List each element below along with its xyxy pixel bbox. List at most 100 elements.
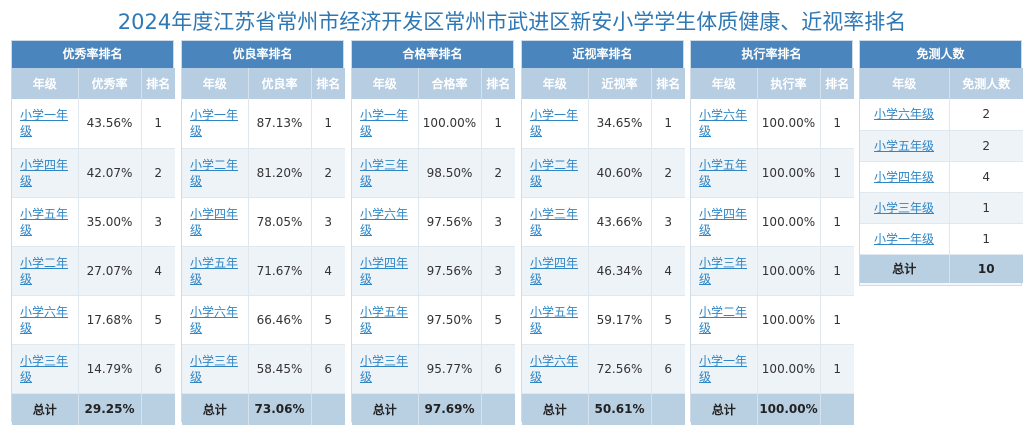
table-row: 小学一年级 100.00% 1 [352,99,515,149]
grade-link[interactable]: 小学四年级 [699,206,748,237]
rank-cell: 2 [481,148,515,198]
grade-link[interactable]: 小学三年级 [360,157,409,188]
grade-link[interactable]: 小学五年级 [530,304,579,335]
col-header-rate: 优良率 [248,68,312,99]
col-header-rank: 排名 [311,68,345,99]
grade-link[interactable]: 小学五年级 [190,255,239,286]
ranking-table: 年级 近视率 排名 小学一年级 34.65% 1 小学二年级 40.60% 2 小学三年… [522,68,685,425]
col-header-grade: 年级 [860,68,950,99]
grade-link[interactable]: 小学一年级 [530,108,579,139]
grade-link[interactable]: 小学三年级 [530,206,579,237]
rank-cell: 4 [311,246,345,296]
rate-cell: 97.56% [418,197,482,247]
grade-link[interactable]: 小学四年级 [530,255,579,286]
table-row: 小学一年级 43.56% 1 [12,99,175,149]
rank-cell: 3 [141,197,175,247]
grade-link[interactable]: 小学三年级 [190,353,239,384]
grade-link[interactable]: 小学三年级 [360,353,409,384]
rate-cell: 71.67% [248,246,312,296]
rank-cell: 1 [651,99,685,149]
col-header-grade: 年级 [182,68,249,99]
rate-cell: 100.00% [757,99,821,149]
rank-cell: 5 [311,295,345,345]
rate-cell: 95.77% [418,344,482,394]
rate-cell: 58.45% [248,344,312,394]
grade-link[interactable]: 小学一年级 [874,231,935,246]
table-row: 小学四年级 78.05% 3 [182,197,345,247]
panel-exempt-count: 免测人数 年级 免测人数 小学六年级 2 小学五年级 2 小学四年级 4 小学三年级 1… [859,40,1023,286]
grade-link[interactable]: 小学二年级 [699,304,748,335]
panel-execution-rate: 执行率排名 年级 执行率 排名 小学六年级 100.00% 1 小学五年级 100.0… [690,40,854,425]
rate-cell: 34.65% [588,99,652,149]
table-row: 小学六年级 100.00% 1 [691,99,854,149]
panel-good-rate: 优良率排名 年级 优良率 排名 小学一年级 87.13% 1 小学二年级 81.20%… [181,40,345,425]
grade-link[interactable]: 小学五年级 [20,206,69,237]
panel-title: 优良率排名 [182,41,343,68]
grade-link[interactable]: 小学二年级 [190,157,239,188]
count-cell: 2 [949,130,1023,162]
rate-cell: 98.50% [418,148,482,198]
grade-link[interactable]: 小学五年级 [360,304,409,335]
grade-link[interactable]: 小学一年级 [20,108,69,139]
col-header-rank: 排名 [651,68,685,99]
rate-cell: 100.00% [757,295,821,345]
grade-link[interactable]: 小学六年级 [530,353,579,384]
total-value: 97.69% [418,393,482,425]
count-cell: 4 [949,161,1023,193]
table-row: 小学五年级 100.00% 1 [691,148,854,198]
grade-link[interactable]: 小学三年级 [699,255,748,286]
rank-cell: 2 [311,148,345,198]
total-rank [141,393,175,425]
rank-cell: 3 [481,197,515,247]
grade-link[interactable]: 小学六年级 [20,304,69,335]
grade-link[interactable]: 小学四年级 [360,255,409,286]
grade-link[interactable]: 小学一年级 [360,108,409,139]
total-value: 10 [949,254,1023,283]
rate-cell: 42.07% [78,148,142,198]
table-row: 小学三年级 100.00% 1 [691,246,854,296]
grade-link[interactable]: 小学一年级 [190,108,239,139]
grade-link[interactable]: 小学六年级 [360,206,409,237]
rank-cell: 2 [651,148,685,198]
grade-link[interactable]: 小学六年级 [874,107,935,122]
panel-title: 免测人数 [860,41,1021,68]
col-header-rate: 合格率 [418,68,482,99]
rate-cell: 100.00% [757,197,821,247]
total-value: 29.25% [78,393,142,425]
rank-cell: 1 [141,99,175,149]
table-row: 小学三年级 43.66% 3 [522,197,685,247]
rate-cell: 35.00% [78,197,142,247]
col-header-rank: 排名 [481,68,515,99]
rate-cell: 78.05% [248,197,312,247]
total-rank [311,393,345,425]
panel-title: 近视率排名 [522,41,683,68]
grade-link[interactable]: 小学三年级 [874,200,935,215]
rank-cell: 1 [820,148,854,198]
total-row: 总计 97.69% [352,393,515,425]
grade-link[interactable]: 小学六年级 [699,108,748,139]
table-row: 小学一年级 34.65% 1 [522,99,685,149]
total-label: 总计 [182,393,249,425]
rank-cell: 1 [311,99,345,149]
total-row: 总计 10 [860,254,1023,283]
grade-link[interactable]: 小学五年级 [699,157,748,188]
grade-link[interactable]: 小学四年级 [874,169,935,184]
rate-cell: 100.00% [757,148,821,198]
count-cell: 1 [949,192,1023,224]
panel-title: 执行率排名 [691,41,852,68]
table-row: 小学二年级 27.07% 4 [12,246,175,296]
rate-cell: 17.68% [78,295,142,345]
rate-cell: 97.56% [418,246,482,296]
col-header-rate: 近视率 [588,68,652,99]
grade-link[interactable]: 小学二年级 [530,157,579,188]
grade-link[interactable]: 小学二年级 [20,255,69,286]
col-header-grade: 年级 [691,68,758,99]
rate-cell: 100.00% [757,344,821,394]
grade-link[interactable]: 小学五年级 [874,138,935,153]
grade-link[interactable]: 小学四年级 [190,206,239,237]
grade-link[interactable]: 小学三年级 [20,353,69,384]
grade-link[interactable]: 小学四年级 [20,157,69,188]
grade-link[interactable]: 小学六年级 [190,304,239,335]
grade-link[interactable]: 小学一年级 [699,353,748,384]
rank-cell: 5 [481,295,515,345]
